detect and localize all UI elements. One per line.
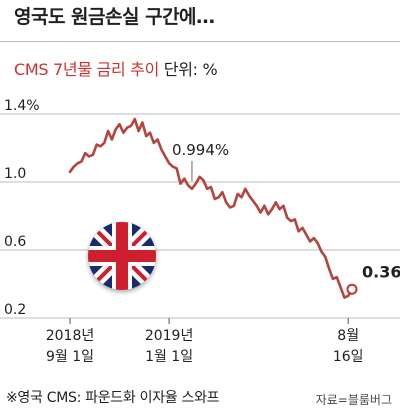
uk-flag-icon [88,222,156,290]
y-tick-label: 0.2 [4,302,26,318]
annotation-end-label: 0.369 [362,262,400,281]
y-tick-label: 0.6 [4,234,26,250]
x-tick-label-line2: 1월 1일 [145,349,193,365]
x-tick-label-line1: 2018년 [46,328,95,344]
headline: 영국도 원금손실 구간에… [14,6,215,28]
endpoint-marker [346,283,358,295]
chart-subtitle: CMS 7년물 금리 추이 단위: % [14,56,218,80]
series-label: CMS 7년물 금리 추이 [14,60,159,79]
header-divider [0,41,400,42]
unit-label: 단위: % [163,60,218,79]
x-tick-label-line2: 9월 1일 [46,349,94,365]
x-tick-label-line1: 2019년 [145,328,194,344]
y-tick-label: 1.4% [4,98,40,114]
x-tick-label-line2: 16일 [333,349,364,365]
series-line [68,117,354,299]
x-tick-label-line1: 8월 [337,328,359,344]
annotation-peak-label: 0.994% [172,141,229,159]
source-credit: 자료=블룸버그 [315,393,392,407]
footnote: ※영국 CMS: 파운드화 이자율 스와프 [6,390,220,406]
y-tick-label: 1.0 [4,166,26,182]
